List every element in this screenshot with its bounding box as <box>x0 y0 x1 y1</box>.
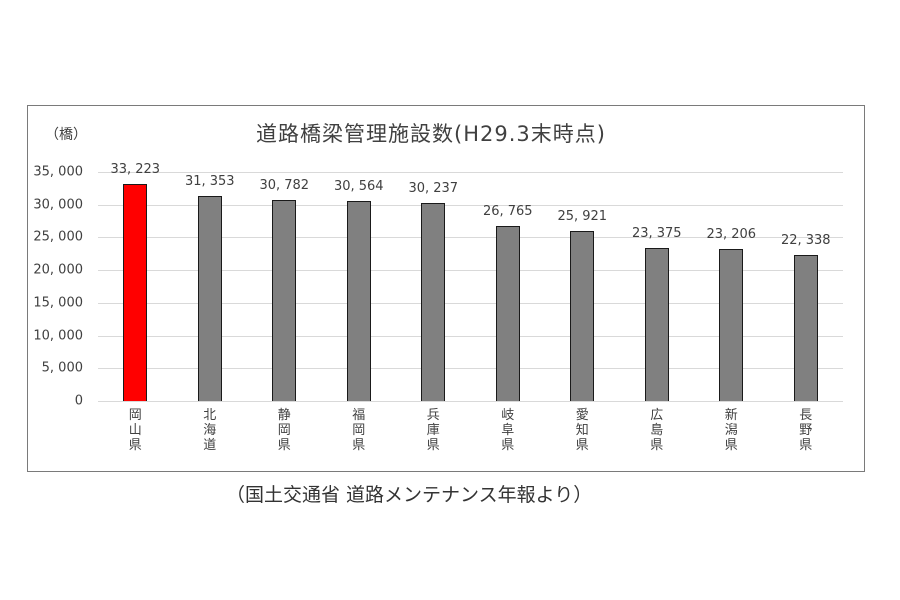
gridline <box>98 302 843 304</box>
gridline <box>98 270 843 272</box>
x-category-label: 岐阜県 <box>501 408 515 453</box>
value-label: 33, 223 <box>110 161 161 177</box>
value-label: 25, 921 <box>557 209 608 225</box>
gridline <box>98 204 843 206</box>
x-category-label: 広島県 <box>650 408 664 453</box>
x-category-label: 愛知県 <box>575 408 589 453</box>
x-category-label: 新潟県 <box>724 408 738 453</box>
y-tick-label: 20, 000 <box>33 262 83 278</box>
plot-area: 0 5, 000 10, 000 15, 000 20, 000 25, 000 30, 0… <box>33 162 843 409</box>
value-label: 23, 375 <box>631 226 682 242</box>
x-category-label: 北海道 <box>203 408 217 453</box>
bar-兵庫県 <box>421 203 446 401</box>
bar-新潟県 <box>719 249 744 401</box>
value-label: 30, 564 <box>333 179 384 195</box>
x-category-label: 長野県 <box>799 408 813 453</box>
y-tick-label: 15, 000 <box>33 295 83 311</box>
y-tick-label: 5, 000 <box>41 360 83 376</box>
y-tick-label: 30, 000 <box>33 197 83 213</box>
bar-長野県 <box>793 254 818 401</box>
y-tick-label: 0 <box>74 393 83 409</box>
bar-愛知県 <box>570 231 595 401</box>
chart-title: 道路橋梁管理施設数(H29.3末時点) <box>256 122 606 146</box>
y-axis-unit: （橋） <box>45 127 87 143</box>
value-label: 30, 782 <box>259 177 310 193</box>
x-category-label: 岡山県 <box>128 408 142 453</box>
y-tick-label: 10, 000 <box>33 328 83 344</box>
x-category-label: 福岡県 <box>352 408 366 453</box>
value-label: 31, 353 <box>184 173 235 189</box>
x-category-label: 静岡県 <box>277 408 291 453</box>
gridline <box>98 335 843 337</box>
gridline <box>98 401 843 402</box>
bar-岐阜県 <box>495 225 520 401</box>
bar-福岡県 <box>346 201 371 401</box>
y-tick-label: 35, 000 <box>33 164 83 180</box>
bar-北海道 <box>197 195 222 401</box>
value-label: 30, 237 <box>408 181 459 197</box>
y-tick-label: 25, 000 <box>33 229 83 245</box>
value-label: 22, 338 <box>780 232 831 248</box>
bar-静岡県 <box>272 199 297 401</box>
value-label: 26, 765 <box>482 203 533 219</box>
gridline <box>98 172 843 173</box>
source-caption: （国土交通省 道路メンテナンス年報より） <box>226 484 593 506</box>
bar-岡山県 <box>123 183 148 401</box>
gridline <box>98 368 843 370</box>
value-label: 23, 206 <box>706 227 757 243</box>
x-category-label: 兵庫県 <box>426 408 440 453</box>
gridline <box>98 237 843 239</box>
bar-広島県 <box>644 248 669 401</box>
